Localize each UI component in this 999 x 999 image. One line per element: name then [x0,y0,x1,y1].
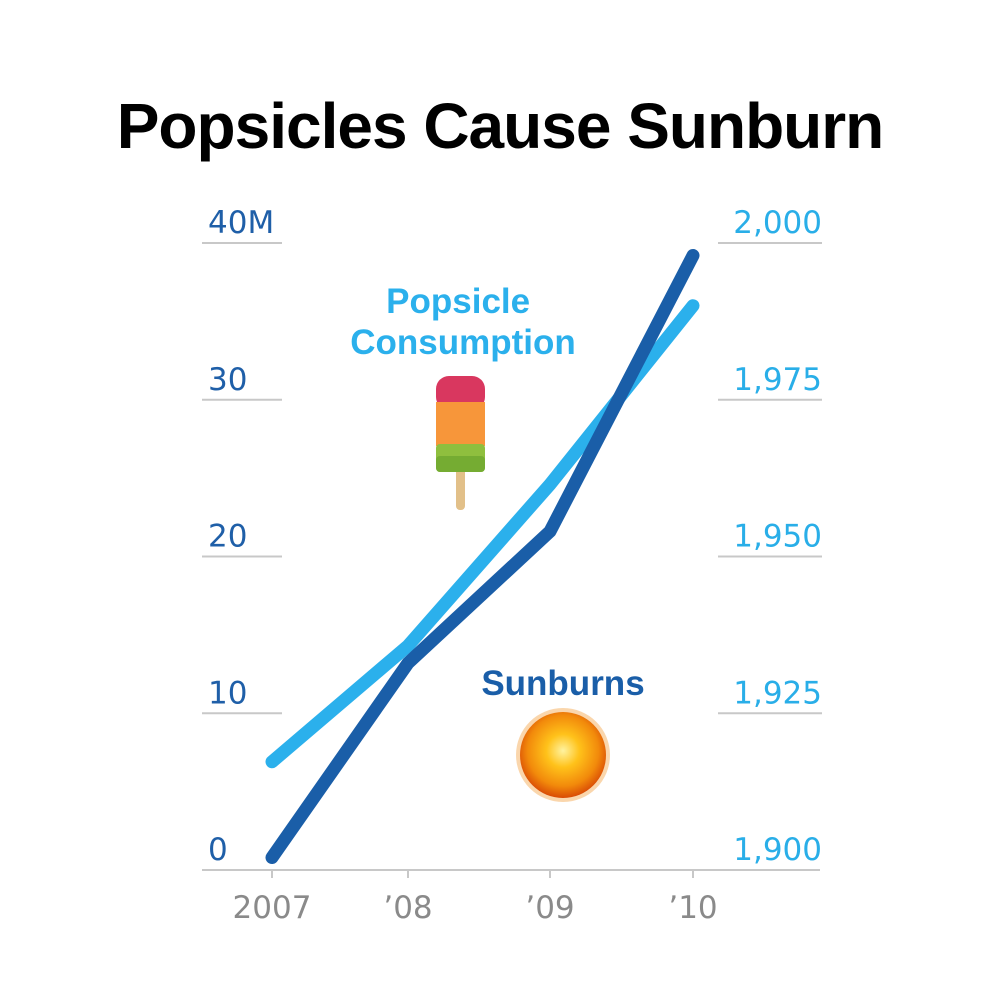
y-left-tick-label: 10 [208,675,247,711]
popsicle-label-line-2: Consumption [350,323,576,362]
y-left-tick-label: 0 [208,832,228,868]
popsicle-series-label: Popsicle Consumption [350,282,576,362]
grid [202,242,822,878]
x-tick-label: ’08 [383,890,432,926]
y-right-tick-label: 1,950 [733,519,822,555]
y-left-tick-label: 20 [208,519,247,555]
x-tick-label: ’10 [668,890,717,926]
sun-icon [516,708,610,802]
popsicle-icon [436,376,485,510]
x-tick-label: 2007 [233,890,312,926]
sunburns-series-label: Sunburns [481,664,644,703]
series-lines [265,249,700,864]
y-right-tick-label: 1,925 [733,675,822,711]
tick-labels: 0 10 20 30 40M 1,900 1,925 1,950 1,975 2,000 2007 ’… [208,205,822,926]
y-right-tick-label: 1,900 [733,832,822,868]
sunburns-line [265,249,700,864]
x-tick-label: ’09 [525,890,574,926]
popsicle-label-line-1: Popsicle [386,282,530,321]
y-left-tick-label: 40M [208,205,274,241]
y-left-tick-label: 30 [208,362,247,398]
chart-title: Popsicles Cause Sunburn [117,90,884,162]
y-right-tick-label: 1,975 [733,362,822,398]
y-right-tick-label: 2,000 [733,205,822,241]
